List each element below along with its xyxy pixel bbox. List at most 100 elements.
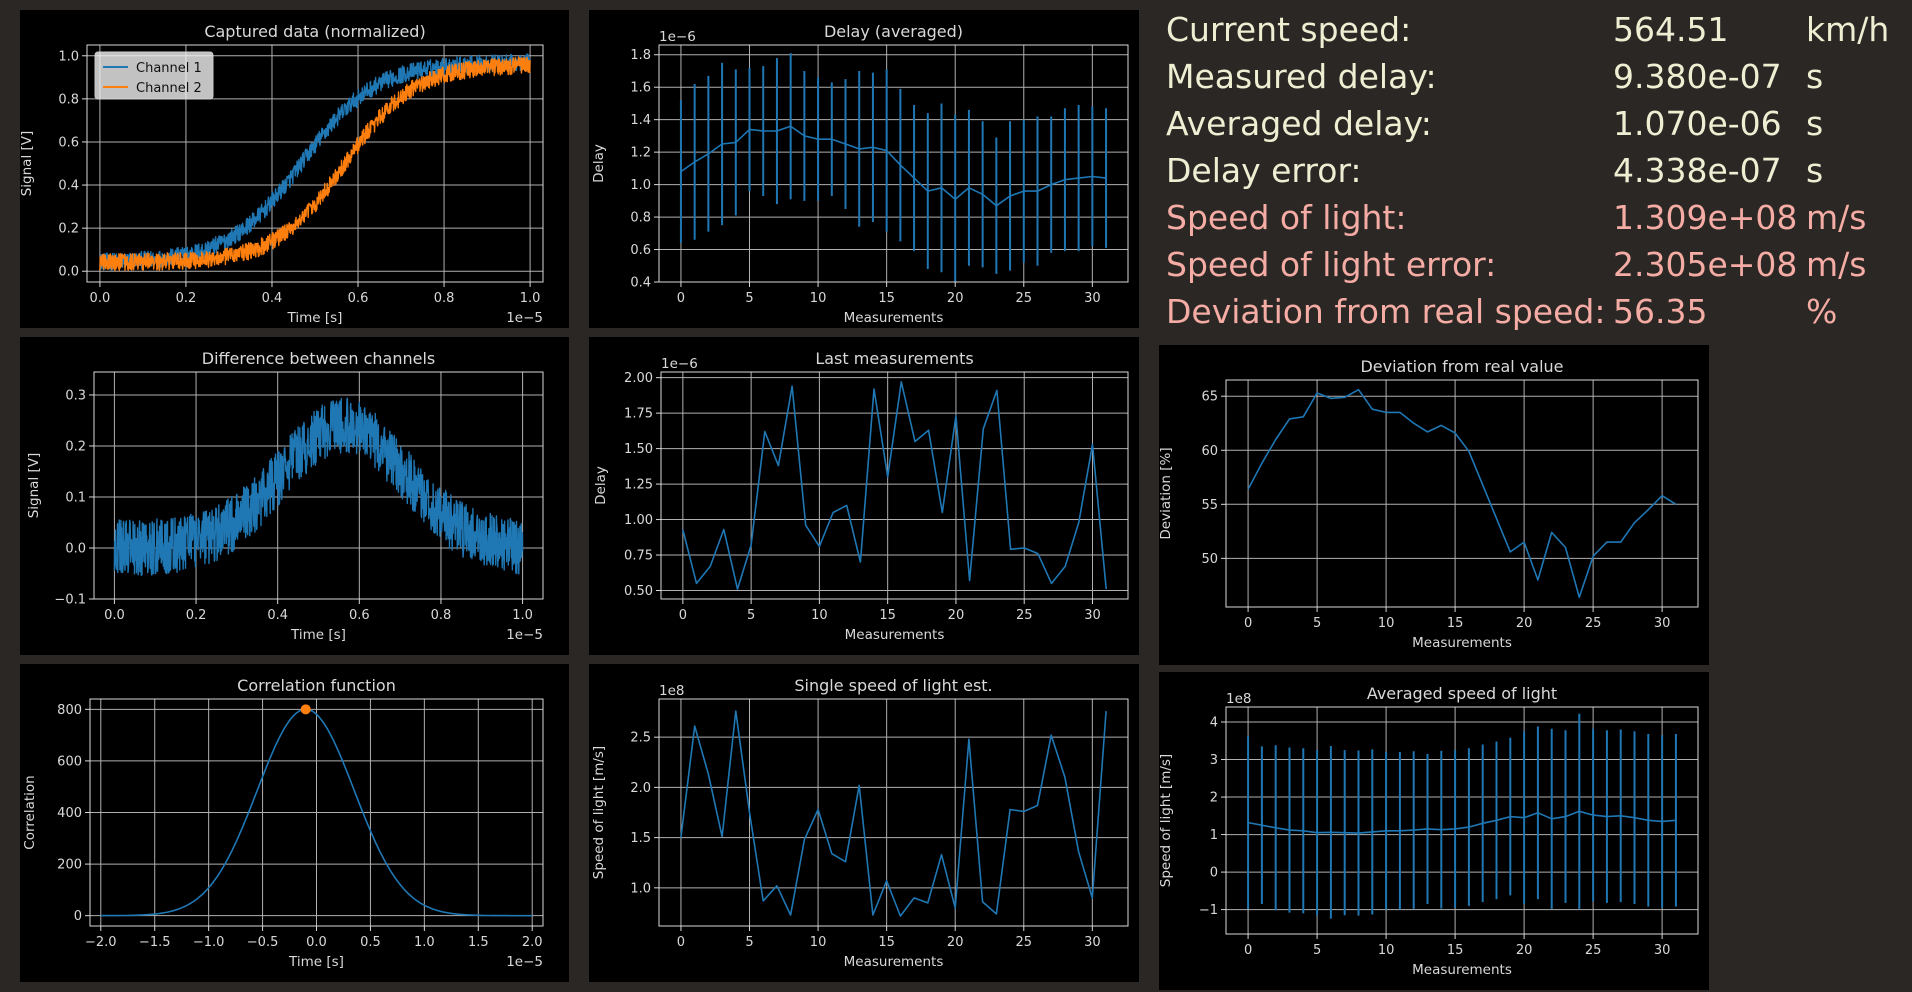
x-tick-label: 15	[1447, 616, 1464, 631]
stat-unit: s	[1806, 151, 1824, 190]
x-tick-label: 20	[1516, 943, 1533, 958]
y-tick-label: 1.0	[630, 881, 651, 896]
x-tick-label: 25	[1016, 291, 1033, 306]
axes-frame	[658, 44, 1129, 283]
x-tick-label: 1.0	[512, 608, 533, 623]
plot-area	[100, 708, 533, 917]
x-tick-label: 0.0	[90, 291, 111, 306]
y-tick-label: 0	[74, 909, 82, 924]
stat-value: 4.338e-07	[1613, 151, 1782, 190]
x-axis-label: Measurements	[845, 627, 945, 643]
x-tick-label: 25	[1585, 943, 1602, 958]
x-tick-label: 0.8	[434, 291, 455, 306]
y-tick-label: 0.6	[630, 243, 651, 258]
chart-title: Correlation function	[237, 676, 396, 695]
chart-title: Difference between channels	[202, 349, 436, 368]
y-tick-label: 1.4	[630, 113, 651, 128]
stat-row-deviation: Deviation from real speed: 56.35 %	[1158, 288, 1898, 335]
correlation-chart: Correlation function −2.0 −1.5 −1.0 −0.5 0.0 0…	[20, 664, 569, 982]
y-tick-label: 0.8	[630, 211, 651, 226]
x-tick-label: 5	[747, 608, 755, 623]
series-line	[682, 381, 1107, 590]
x-tick-label: 1.0	[520, 291, 541, 306]
stat-label: Speed of light:	[1166, 198, 1407, 237]
y-tick-label: 0.75	[624, 549, 653, 564]
x-tick-label: 30	[1084, 291, 1101, 306]
y-axis-label: Signal [V]	[26, 453, 42, 519]
x-tick-label: −1.0	[193, 935, 225, 950]
stat-value: 56.35	[1613, 292, 1708, 331]
x-tick-label: 2.0	[522, 935, 543, 950]
y-tick-label: 2.0	[630, 781, 651, 796]
x-tick-label: 5	[1313, 616, 1321, 631]
x-tick-label: 5	[745, 291, 753, 306]
x-tick-label: 15	[879, 608, 896, 623]
y-offset-label: 1e−6	[661, 356, 698, 372]
stat-label: Current speed:	[1166, 10, 1412, 49]
x-offset-label: 1e−5	[506, 310, 543, 326]
difference-svg: Difference between channels 0.0 0.2 0.4 0.6 0…	[26, 349, 544, 643]
x-tick-label: 0.6	[349, 608, 370, 623]
y-tick-label: 1.0	[630, 178, 651, 193]
y-axis-label: Signal [V]	[20, 131, 35, 197]
series-line	[1247, 388, 1677, 599]
x-axis-label: Measurements	[1412, 962, 1512, 978]
y-tick-label: 60	[1201, 444, 1218, 459]
x-tick-label: 20	[1516, 616, 1533, 631]
legend-entry: Channel 1	[136, 61, 202, 76]
delay-averaged-chart: Delay (averaged) 0 5 10 15 20 25 30 0.4 0.6 0.8 1.0…	[589, 10, 1139, 328]
x-tick-label: 30	[1654, 616, 1671, 631]
y-tick-label: 50	[1201, 552, 1218, 567]
chart-title: Delay (averaged)	[824, 22, 963, 41]
y-axis-label: Correlation	[22, 775, 38, 849]
x-tick-label: 0.2	[176, 291, 197, 306]
plot-area	[1247, 713, 1677, 919]
x-tick-label: 0.8	[431, 608, 452, 623]
plot-area	[679, 53, 1108, 282]
x-tick-label: 15	[878, 935, 895, 950]
deviation-svg: Deviation from real value 0 5 10 15 20 25 30 50 5…	[1159, 357, 1699, 651]
x-tick-label: 10	[1378, 616, 1395, 631]
x-tick-label: 1.5	[468, 935, 489, 950]
series-line	[680, 125, 1107, 207]
x-tick-label: 30	[1084, 935, 1101, 950]
x-tick-label: 1.0	[414, 935, 435, 950]
x-tick-label: 25	[1585, 616, 1602, 631]
y-tick-label: 1.8	[630, 48, 651, 63]
y-tick-label: 4	[1210, 716, 1218, 731]
captured-data-svg: Captured data (normalized) 0.0 0.2 0.4 0.6 0.…	[20, 22, 544, 326]
x-tick-label: 0	[679, 608, 687, 623]
stat-label: Deviation from real speed:	[1166, 292, 1606, 331]
y-tick-label: 200	[57, 858, 82, 873]
plot-area	[99, 53, 531, 272]
stat-row-averaged-delay: Averaged delay: 1.070e-06 s	[1158, 100, 1898, 147]
series-line	[1247, 810, 1676, 834]
y-tick-label: 3	[1210, 753, 1218, 768]
x-tick-label: 30	[1084, 608, 1101, 623]
y-tick-label: 55	[1201, 498, 1218, 513]
y-tick-label: 0.0	[65, 541, 86, 556]
x-tick-label: 25	[1016, 608, 1033, 623]
y-tick-label: 1.00	[624, 513, 653, 528]
single-speed-svg: Single speed of light est. 0 5 10 15 20 25 30 1.…	[591, 676, 1129, 970]
y-axis-label: Speed of light [m/s]	[1159, 754, 1174, 887]
plot-area	[682, 381, 1107, 590]
y-tick-label: 0.8	[58, 92, 79, 107]
x-axis-label: Measurements	[844, 954, 944, 970]
stat-row-speed-of-light-error: Speed of light error: 2.305e+08 m/s	[1158, 241, 1898, 288]
y-axis-label: Deviation [%]	[1159, 447, 1174, 539]
y-tick-label: 2.5	[630, 731, 651, 746]
y-offset-label: 1e8	[1226, 691, 1251, 707]
x-tick-label: 10	[811, 608, 828, 623]
x-axis-label: Time [s]	[288, 954, 344, 970]
x-tick-label: 0.2	[186, 608, 207, 623]
x-tick-label: 0.6	[348, 291, 369, 306]
last-measurements-chart: Last measurements 0 5 10 15 20 25 30 0.50 0.75 1.0…	[589, 337, 1139, 655]
y-tick-label: 1.75	[624, 407, 653, 422]
stat-label: Measured delay:	[1166, 57, 1437, 96]
x-tick-label: 0.4	[262, 291, 283, 306]
x-tick-label: 0.4	[267, 608, 288, 623]
peak-marker	[300, 704, 311, 715]
x-axis-label: Time [s]	[290, 627, 346, 643]
axes-frame	[93, 371, 544, 600]
